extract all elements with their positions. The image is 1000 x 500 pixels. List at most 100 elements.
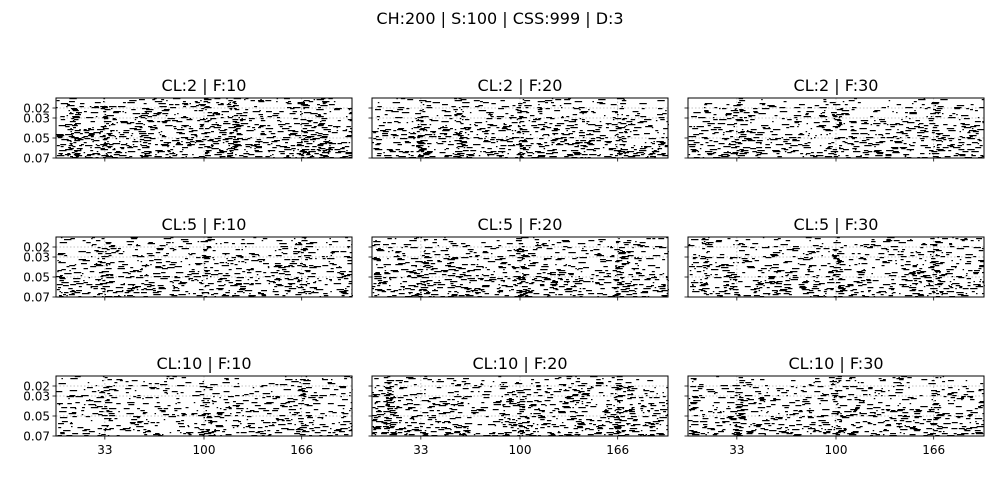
raster-mark: [347, 108, 352, 110]
raster-mark: [403, 395, 408, 397]
raster-mark: [153, 125, 157, 127]
raster-mark: [389, 278, 391, 280]
raster-mark: [646, 278, 652, 280]
raster-mark: [224, 254, 227, 256]
raster-mark: [730, 110, 739, 112]
raster-mark: [413, 138, 415, 140]
raster-mark: [57, 260, 59, 262]
raster-mark: [181, 125, 189, 127]
raster-mark: [868, 291, 870, 293]
raster-mark: [75, 123, 81, 125]
raster-mark: [833, 104, 841, 106]
raster-mark: [834, 119, 841, 121]
raster-mark: [717, 148, 721, 150]
raster-mark: [772, 294, 779, 296]
raster-mark: [937, 134, 941, 136]
raster-mark: [546, 248, 553, 250]
raster-mark: [917, 132, 925, 134]
raster-mark: [697, 154, 701, 156]
raster-mark: [557, 143, 561, 145]
raster-mark: [635, 272, 641, 274]
figure-title: CH:200 | S:100 | CSS:999 | D:3: [376, 9, 623, 28]
raster-mark: [810, 128, 813, 130]
raster-mark: [299, 408, 302, 410]
raster-mark: [327, 125, 333, 127]
raster-mark: [839, 116, 843, 118]
raster-mark: [457, 135, 464, 137]
raster-mark: [605, 385, 608, 387]
raster-mark: [328, 147, 335, 149]
raster-mark: [702, 248, 706, 250]
raster-mark: [328, 432, 332, 434]
raster-mark: [849, 265, 851, 267]
raster-mark: [441, 121, 449, 123]
raster-mark: [586, 143, 593, 145]
raster-mark: [173, 286, 176, 288]
raster-mark: [562, 134, 570, 136]
raster-mark: [218, 279, 223, 281]
raster-mark: [748, 116, 752, 118]
raster-mark: [201, 414, 207, 416]
raster-mark: [225, 292, 230, 294]
raster-mark: [304, 238, 306, 240]
raster-mark: [756, 147, 763, 149]
raster-mark: [935, 242, 943, 244]
raster-mark: [513, 249, 516, 251]
raster-mark: [126, 123, 132, 125]
raster-mark: [725, 115, 728, 117]
raster-mark: [261, 295, 267, 297]
raster-mark: [506, 139, 510, 141]
raster-mark: [88, 129, 95, 131]
raster-mark: [417, 276, 422, 278]
raster-mark: [301, 130, 303, 132]
raster-mark: [827, 282, 835, 284]
raster-mark: [300, 263, 303, 265]
raster-mark: [702, 238, 706, 240]
raster-mark: [70, 407, 77, 409]
raster-mark: [232, 102, 236, 104]
raster-mark: [101, 408, 108, 410]
raster-mark: [590, 278, 594, 280]
raster-mark: [205, 128, 210, 130]
raster-mark: [311, 155, 314, 157]
raster-mark: [204, 273, 211, 275]
raster-mark: [644, 133, 650, 135]
raster-mark: [521, 286, 528, 288]
raster-mark: [875, 134, 877, 136]
raster-mark: [201, 400, 205, 402]
raster-mark: [187, 274, 192, 276]
raster-mark: [641, 251, 646, 253]
raster-mark: [599, 135, 606, 137]
raster-mark: [787, 274, 789, 276]
raster-mark: [144, 111, 153, 113]
raster-mark: [341, 412, 345, 414]
raster-mark: [798, 134, 805, 136]
raster-mark: [490, 253, 493, 255]
raster-mark: [127, 147, 134, 149]
raster-mark: [536, 385, 541, 387]
raster-mark: [229, 108, 233, 110]
raster-mark: [536, 389, 542, 391]
raster-mark: [726, 284, 730, 286]
raster-mark: [216, 102, 220, 104]
raster-mark: [876, 152, 884, 154]
raster-mark: [740, 131, 745, 133]
raster-mark: [486, 118, 493, 120]
raster-mark: [403, 381, 409, 383]
raster-mark: [616, 274, 623, 276]
raster-mark: [959, 136, 963, 138]
raster-mark: [903, 143, 907, 145]
raster-mark: [127, 295, 133, 297]
raster-mark: [274, 286, 278, 288]
raster-mark: [475, 255, 480, 257]
raster-mark: [444, 156, 449, 158]
raster-mark: [298, 403, 305, 405]
raster-mark: [245, 146, 251, 148]
raster-mark: [570, 294, 572, 296]
raster-mark: [301, 141, 303, 143]
raster-mark: [704, 111, 709, 113]
raster-marks: [372, 237, 669, 298]
raster-mark: [71, 426, 73, 428]
raster-mark: [234, 284, 242, 286]
raster-mark: [903, 269, 910, 271]
